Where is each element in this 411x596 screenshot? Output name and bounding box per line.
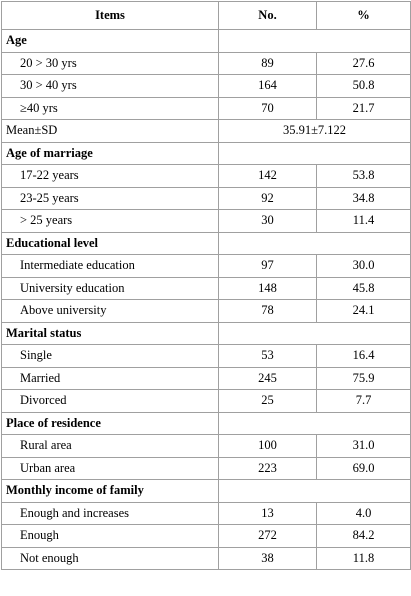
row-value: 16.4 bbox=[316, 344, 411, 368]
row-label: Intermediate education bbox=[1, 254, 219, 278]
data-row: University education 148 45.8 bbox=[1, 276, 411, 300]
section-row: Marital status bbox=[1, 321, 411, 345]
row-label: Not enough bbox=[1, 546, 219, 570]
row-value: 75.9 bbox=[316, 366, 411, 390]
row-value: 53.8 bbox=[316, 164, 411, 188]
data-row: Rural area 100 31.0 bbox=[1, 434, 411, 458]
data-row: Enough 272 84.2 bbox=[1, 524, 411, 548]
section-row: Educational level bbox=[1, 231, 411, 255]
row-value: 69.0 bbox=[316, 456, 411, 480]
row-label: Urban area bbox=[1, 456, 219, 480]
row-value: 11.8 bbox=[316, 546, 411, 570]
row-value: 100 bbox=[218, 434, 317, 458]
row-label: 17-22 years bbox=[1, 164, 219, 188]
row-label: Married bbox=[1, 366, 219, 390]
summary-row: Mean±SD 35.91±7.122 bbox=[1, 119, 411, 143]
data-row: Married 245 75.9 bbox=[1, 366, 411, 390]
section-row: Age bbox=[1, 29, 411, 53]
row-value: 78 bbox=[218, 299, 317, 323]
section-row: Age of marriage bbox=[1, 141, 411, 165]
row-label: University education bbox=[1, 276, 219, 300]
row-value: 89 bbox=[218, 51, 317, 75]
header-cell: Items bbox=[1, 1, 219, 30]
header-cell: No. bbox=[218, 1, 317, 30]
row-value: 245 bbox=[218, 366, 317, 390]
row-label: > 25 years bbox=[1, 209, 219, 233]
section-title: Educational level bbox=[1, 231, 219, 255]
data-row: > 25 years 30 11.4 bbox=[1, 209, 411, 233]
empty-cell bbox=[218, 231, 411, 255]
data-row: Enough and increases 13 4.0 bbox=[1, 501, 411, 525]
empty-cell bbox=[218, 321, 411, 345]
data-table: Items No.% Age 20 > 30 yrs 89 27.6 30 > 40 yrs… bbox=[1, 1, 411, 570]
data-row: Intermediate education 97 30.0 bbox=[1, 254, 411, 278]
row-value: 70 bbox=[218, 96, 317, 120]
header-cell: % bbox=[316, 1, 411, 30]
row-label: 30 > 40 yrs bbox=[1, 74, 219, 98]
row-value: 142 bbox=[218, 164, 317, 188]
data-row: 30 > 40 yrs 164 50.8 bbox=[1, 74, 411, 98]
data-row: ≥40 yrs 70 21.7 bbox=[1, 96, 411, 120]
data-row: 17-22 years 142 53.8 bbox=[1, 164, 411, 188]
row-value: 13 bbox=[218, 501, 317, 525]
row-value: 272 bbox=[218, 524, 317, 548]
data-row: Urban area 223 69.0 bbox=[1, 456, 411, 480]
row-value: 25 bbox=[218, 389, 317, 413]
row-value: 30 bbox=[218, 209, 317, 233]
empty-cell bbox=[218, 29, 411, 53]
data-row: Divorced 25 7.7 bbox=[1, 389, 411, 413]
row-value: 45.8 bbox=[316, 276, 411, 300]
row-label: 20 > 30 yrs bbox=[1, 51, 219, 75]
row-value: 24.1 bbox=[316, 299, 411, 323]
header-row: Items No.% bbox=[1, 1, 411, 30]
row-value: 21.7 bbox=[316, 96, 411, 120]
row-label: Enough bbox=[1, 524, 219, 548]
section-title: Age bbox=[1, 29, 219, 53]
row-value: 38 bbox=[218, 546, 317, 570]
row-value: 97 bbox=[218, 254, 317, 278]
data-row: Single 53 16.4 bbox=[1, 344, 411, 368]
row-value: 31.0 bbox=[316, 434, 411, 458]
section-row: Place of residence bbox=[1, 411, 411, 435]
row-value: 53 bbox=[218, 344, 317, 368]
row-value: 223 bbox=[218, 456, 317, 480]
row-value: 34.8 bbox=[316, 186, 411, 210]
row-label: Enough and increases bbox=[1, 501, 219, 525]
section-title: Age of marriage bbox=[1, 141, 219, 165]
row-label: Above university bbox=[1, 299, 219, 323]
row-label: ≥40 yrs bbox=[1, 96, 219, 120]
empty-cell bbox=[218, 479, 411, 503]
row-value: 4.0 bbox=[316, 501, 411, 525]
row-value: 84.2 bbox=[316, 524, 411, 548]
row-value: 164 bbox=[218, 74, 317, 98]
section-title: Monthly income of family bbox=[1, 479, 219, 503]
row-value: 92 bbox=[218, 186, 317, 210]
data-row: Above university 78 24.1 bbox=[1, 299, 411, 323]
section-title: Marital status bbox=[1, 321, 219, 345]
section-title: Place of residence bbox=[1, 411, 219, 435]
data-row: 23-25 years 92 34.8 bbox=[1, 186, 411, 210]
row-value: 50.8 bbox=[316, 74, 411, 98]
row-label: Divorced bbox=[1, 389, 219, 413]
section-row: Monthly income of family bbox=[1, 479, 411, 503]
row-label: 23-25 years bbox=[1, 186, 219, 210]
summary-value: 35.91±7.122 bbox=[218, 119, 411, 143]
row-value: 7.7 bbox=[316, 389, 411, 413]
empty-cell bbox=[218, 411, 411, 435]
row-label: Single bbox=[1, 344, 219, 368]
empty-cell bbox=[218, 141, 411, 165]
row-label: Rural area bbox=[1, 434, 219, 458]
row-value: 148 bbox=[218, 276, 317, 300]
row-value: 30.0 bbox=[316, 254, 411, 278]
row-value: 27.6 bbox=[316, 51, 411, 75]
row-value: 11.4 bbox=[316, 209, 411, 233]
data-row: Not enough 38 11.8 bbox=[1, 546, 411, 570]
data-row: 20 > 30 yrs 89 27.6 bbox=[1, 51, 411, 75]
summary-label: Mean±SD bbox=[1, 119, 219, 143]
